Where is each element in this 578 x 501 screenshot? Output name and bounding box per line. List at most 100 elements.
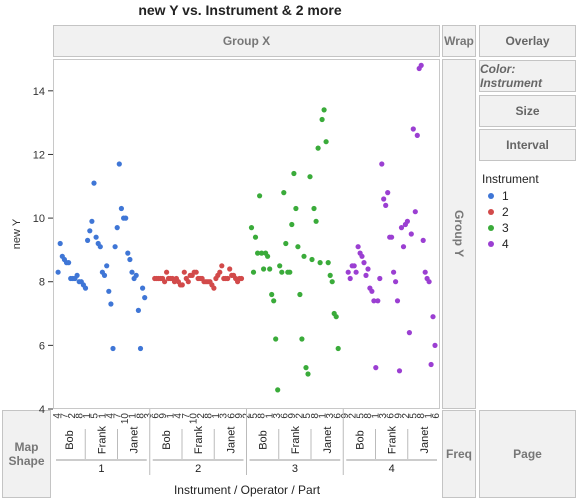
data-point[interactable]	[271, 298, 277, 304]
data-point[interactable]	[293, 205, 299, 212]
map-shape-zone[interactable]: Map Shape	[2, 410, 51, 498]
data-point[interactable]	[371, 298, 377, 304]
data-point[interactable]	[269, 291, 275, 298]
data-point[interactable]	[267, 266, 273, 272]
data-point[interactable]	[381, 196, 387, 202]
data-point[interactable]	[118, 205, 124, 212]
data-point[interactable]	[394, 298, 401, 304]
freq-zone[interactable]: Freq	[442, 410, 476, 498]
data-point[interactable]	[393, 279, 399, 285]
data-point[interactable]	[275, 387, 281, 393]
data-point[interactable]	[185, 279, 191, 285]
data-point[interactable]	[408, 231, 414, 237]
data-point[interactable]	[74, 272, 80, 278]
data-point[interactable]	[87, 228, 93, 234]
data-point[interactable]	[162, 279, 168, 285]
data-point[interactable]	[432, 342, 438, 348]
data-point[interactable]	[289, 221, 295, 228]
data-point[interactable]	[291, 170, 297, 177]
data-point[interactable]	[359, 253, 365, 259]
data-point[interactable]	[125, 250, 131, 256]
data-point[interactable]	[391, 269, 397, 275]
data-point[interactable]	[66, 260, 72, 266]
data-point[interactable]	[299, 336, 305, 342]
data-point[interactable]	[398, 225, 405, 231]
data-point[interactable]	[345, 269, 351, 275]
color-instrument-button[interactable]: Color: Instrument	[479, 60, 576, 92]
data-point[interactable]	[281, 190, 287, 196]
data-point[interactable]	[273, 336, 279, 342]
group-y-zone[interactable]: Group Y	[442, 59, 476, 409]
size-button[interactable]: Size	[479, 95, 576, 127]
data-point[interactable]	[93, 234, 99, 240]
data-point[interactable]	[418, 62, 424, 68]
data-point[interactable]	[373, 365, 379, 371]
data-point[interactable]	[406, 330, 412, 336]
data-point[interactable]	[428, 361, 434, 368]
data-point[interactable]	[323, 139, 329, 145]
data-point[interactable]	[309, 256, 315, 263]
data-point[interactable]	[319, 116, 325, 123]
data-point[interactable]	[142, 295, 148, 301]
data-point[interactable]	[396, 368, 403, 374]
data-point[interactable]	[110, 345, 116, 352]
data-point[interactable]	[259, 250, 265, 256]
data-point[interactable]	[333, 314, 339, 320]
data-point[interactable]	[307, 174, 313, 180]
data-point[interactable]	[140, 285, 146, 291]
wrap-zone[interactable]: Wrap	[442, 25, 476, 57]
data-point[interactable]	[283, 240, 289, 247]
data-point[interactable]	[250, 269, 257, 275]
data-point[interactable]	[347, 275, 353, 282]
data-point[interactable]	[106, 288, 112, 294]
data-point[interactable]	[135, 307, 141, 313]
data-point[interactable]	[225, 275, 231, 282]
data-point[interactable]	[179, 282, 185, 288]
data-point[interactable]	[127, 256, 133, 263]
data-point[interactable]	[248, 225, 255, 231]
group-x-zone[interactable]: Group X	[53, 25, 440, 57]
data-point[interactable]	[123, 215, 129, 221]
data-point[interactable]	[277, 263, 283, 269]
data-point[interactable]	[404, 218, 410, 224]
data-point[interactable]	[303, 365, 309, 371]
data-point[interactable]	[377, 275, 383, 282]
data-point[interactable]	[164, 269, 170, 275]
data-point[interactable]	[351, 263, 357, 269]
data-point[interactable]	[321, 107, 327, 113]
data-point[interactable]	[82, 285, 89, 291]
data-point[interactable]	[104, 263, 110, 269]
data-point[interactable]	[97, 244, 103, 250]
interval-button[interactable]: Interval	[479, 129, 576, 161]
data-point[interactable]	[91, 180, 97, 186]
data-point[interactable]	[355, 244, 361, 250]
legend-item-3[interactable]: 3	[488, 221, 509, 235]
data-point[interactable]	[315, 145, 321, 151]
data-point[interactable]	[227, 266, 233, 272]
data-point[interactable]	[313, 218, 319, 224]
legend-item-2[interactable]: 2	[488, 205, 509, 219]
data-point[interactable]	[327, 272, 333, 278]
data-point[interactable]	[217, 269, 223, 275]
data-point[interactable]	[279, 269, 285, 275]
data-point[interactable]	[57, 240, 63, 247]
legend-item-1[interactable]: 1	[488, 189, 509, 203]
data-point[interactable]	[305, 371, 311, 377]
data-point[interactable]	[420, 237, 426, 243]
data-point[interactable]	[363, 272, 369, 278]
data-point[interactable]	[329, 279, 335, 285]
data-point[interactable]	[252, 234, 259, 240]
data-point[interactable]	[255, 250, 261, 256]
data-point[interactable]	[379, 161, 385, 167]
data-point[interactable]	[114, 225, 120, 231]
legend-item-4[interactable]: 4	[488, 237, 509, 251]
data-point[interactable]	[426, 279, 432, 285]
data-point[interactable]	[257, 193, 263, 199]
data-point[interactable]	[410, 126, 416, 132]
data-point[interactable]	[112, 244, 118, 250]
data-point[interactable]	[137, 345, 144, 352]
data-point[interactable]	[265, 253, 271, 259]
data-point[interactable]	[133, 272, 139, 278]
data-point[interactable]	[101, 272, 108, 278]
data-point[interactable]	[295, 244, 301, 250]
